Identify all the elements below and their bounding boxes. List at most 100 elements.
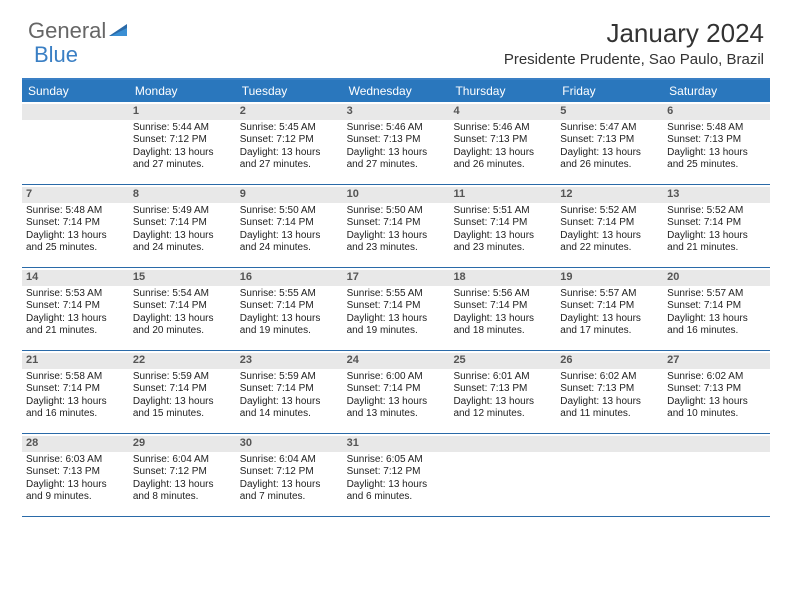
day-number-bar: 25 bbox=[449, 353, 556, 369]
day-number-bar: 17 bbox=[343, 270, 450, 286]
daylight-line: Daylight: 13 hours and 26 minutes. bbox=[560, 147, 659, 172]
sunset-line: Sunset: 7:14 PM bbox=[667, 300, 766, 313]
day-cell: 7Sunrise: 5:48 AMSunset: 7:14 PMDaylight… bbox=[22, 185, 129, 267]
sunset-line: Sunset: 7:13 PM bbox=[453, 134, 552, 147]
sunrise-line: Sunrise: 5:47 AM bbox=[560, 122, 659, 135]
day-cell: 10Sunrise: 5:50 AMSunset: 7:14 PMDayligh… bbox=[343, 185, 450, 267]
daylight-line: Daylight: 13 hours and 23 minutes. bbox=[347, 230, 446, 255]
sunrise-line: Sunrise: 6:01 AM bbox=[453, 371, 552, 384]
sunrise-line: Sunrise: 6:02 AM bbox=[560, 371, 659, 384]
sunset-line: Sunset: 7:13 PM bbox=[667, 383, 766, 396]
sunrise-line: Sunrise: 5:53 AM bbox=[26, 288, 125, 301]
sunset-line: Sunset: 7:14 PM bbox=[240, 383, 339, 396]
day-cell bbox=[22, 102, 129, 184]
daylight-line: Daylight: 13 hours and 27 minutes. bbox=[240, 147, 339, 172]
sunset-line: Sunset: 7:12 PM bbox=[240, 134, 339, 147]
sunset-line: Sunset: 7:13 PM bbox=[667, 134, 766, 147]
day-number-bar: 23 bbox=[236, 353, 343, 369]
sunrise-line: Sunrise: 5:55 AM bbox=[347, 288, 446, 301]
sunrise-line: Sunrise: 6:02 AM bbox=[667, 371, 766, 384]
logo-triangle-icon bbox=[109, 18, 129, 44]
day-cell: 6 Sunrise: 5:48 AMSunset: 7:13 PMDaylight… bbox=[663, 102, 770, 184]
sunrise-line: Sunrise: 5:57 AM bbox=[667, 288, 766, 301]
day-number-bar: 11 bbox=[449, 187, 556, 203]
day-number-bar: 18 bbox=[449, 270, 556, 286]
logo-sub: Blue bbox=[34, 42, 78, 68]
day-number-bar bbox=[449, 436, 556, 452]
sunset-line: Sunset: 7:14 PM bbox=[560, 217, 659, 230]
day-number-bar: 5 bbox=[556, 104, 663, 120]
day-number-bar: 30 bbox=[236, 436, 343, 452]
sunset-line: Sunset: 7:12 PM bbox=[133, 466, 232, 479]
sunset-line: Sunset: 7:13 PM bbox=[26, 466, 125, 479]
sunrise-line: Sunrise: 5:44 AM bbox=[133, 122, 232, 135]
day-number-bar bbox=[556, 436, 663, 452]
daylight-line: Daylight: 13 hours and 11 minutes. bbox=[560, 396, 659, 421]
daylight-line: Daylight: 13 hours and 25 minutes. bbox=[667, 147, 766, 172]
day-number-bar: 1 bbox=[129, 104, 236, 120]
day-number-bar: 19 bbox=[556, 270, 663, 286]
day-number-bar: 3 bbox=[343, 104, 450, 120]
sunrise-line: Sunrise: 5:58 AM bbox=[26, 371, 125, 384]
daylight-line: Daylight: 13 hours and 20 minutes. bbox=[133, 313, 232, 338]
sunrise-line: Sunrise: 5:52 AM bbox=[560, 205, 659, 218]
daylight-line: Daylight: 13 hours and 12 minutes. bbox=[453, 396, 552, 421]
day-number-bar: 14 bbox=[22, 270, 129, 286]
sunrise-line: Sunrise: 5:48 AM bbox=[667, 122, 766, 135]
daylight-line: Daylight: 13 hours and 23 minutes. bbox=[453, 230, 552, 255]
day-cell: 31Sunrise: 6:05 AMSunset: 7:12 PMDayligh… bbox=[343, 434, 450, 516]
sunrise-line: Sunrise: 5:59 AM bbox=[133, 371, 232, 384]
sunset-line: Sunset: 7:14 PM bbox=[26, 300, 125, 313]
daylight-line: Daylight: 13 hours and 18 minutes. bbox=[453, 313, 552, 338]
weekday-friday: Friday bbox=[556, 80, 663, 102]
daylight-line: Daylight: 13 hours and 22 minutes. bbox=[560, 230, 659, 255]
sunset-line: Sunset: 7:14 PM bbox=[347, 383, 446, 396]
day-number-bar: 27 bbox=[663, 353, 770, 369]
weekday-wednesday: Wednesday bbox=[343, 80, 450, 102]
day-cell: 27Sunrise: 6:02 AMSunset: 7:13 PMDayligh… bbox=[663, 351, 770, 433]
sunrise-line: Sunrise: 5:50 AM bbox=[347, 205, 446, 218]
daylight-line: Daylight: 13 hours and 27 minutes. bbox=[347, 147, 446, 172]
sunset-line: Sunset: 7:12 PM bbox=[347, 466, 446, 479]
day-number-bar bbox=[663, 436, 770, 452]
sunrise-line: Sunrise: 6:04 AM bbox=[133, 454, 232, 467]
week-row: 14Sunrise: 5:53 AMSunset: 7:14 PMDayligh… bbox=[22, 268, 770, 351]
sunrise-line: Sunrise: 5:46 AM bbox=[347, 122, 446, 135]
sunset-line: Sunset: 7:13 PM bbox=[453, 383, 552, 396]
daylight-line: Daylight: 13 hours and 21 minutes. bbox=[26, 313, 125, 338]
day-number-bar: 22 bbox=[129, 353, 236, 369]
day-cell: 23Sunrise: 5:59 AMSunset: 7:14 PMDayligh… bbox=[236, 351, 343, 433]
day-number-bar: 7 bbox=[22, 187, 129, 203]
day-number-bar: 10 bbox=[343, 187, 450, 203]
sunrise-line: Sunrise: 5:45 AM bbox=[240, 122, 339, 135]
sunset-line: Sunset: 7:12 PM bbox=[133, 134, 232, 147]
daylight-line: Daylight: 13 hours and 16 minutes. bbox=[667, 313, 766, 338]
sunrise-line: Sunrise: 5:49 AM bbox=[133, 205, 232, 218]
week-row: 7Sunrise: 5:48 AMSunset: 7:14 PMDaylight… bbox=[22, 185, 770, 268]
sunrise-line: Sunrise: 5:57 AM bbox=[560, 288, 659, 301]
day-cell: 9Sunrise: 5:50 AMSunset: 7:14 PMDaylight… bbox=[236, 185, 343, 267]
day-number-bar: 2 bbox=[236, 104, 343, 120]
sunset-line: Sunset: 7:13 PM bbox=[347, 134, 446, 147]
day-cell: 20Sunrise: 5:57 AMSunset: 7:14 PMDayligh… bbox=[663, 268, 770, 350]
daylight-line: Daylight: 13 hours and 26 minutes. bbox=[453, 147, 552, 172]
daylight-line: Daylight: 13 hours and 13 minutes. bbox=[347, 396, 446, 421]
day-cell: 15Sunrise: 5:54 AMSunset: 7:14 PMDayligh… bbox=[129, 268, 236, 350]
daylight-line: Daylight: 13 hours and 15 minutes. bbox=[133, 396, 232, 421]
sunrise-line: Sunrise: 5:56 AM bbox=[453, 288, 552, 301]
day-cell: 22Sunrise: 5:59 AMSunset: 7:14 PMDayligh… bbox=[129, 351, 236, 433]
day-cell: 17Sunrise: 5:55 AMSunset: 7:14 PMDayligh… bbox=[343, 268, 450, 350]
sunrise-line: Sunrise: 5:46 AM bbox=[453, 122, 552, 135]
day-number-bar: 4 bbox=[449, 104, 556, 120]
day-number-bar: 21 bbox=[22, 353, 129, 369]
day-number-bar: 6 bbox=[663, 104, 770, 120]
day-number-bar: 26 bbox=[556, 353, 663, 369]
daylight-line: Daylight: 13 hours and 21 minutes. bbox=[667, 230, 766, 255]
weekday-header: SundayMondayTuesdayWednesdayThursdayFrid… bbox=[22, 80, 770, 102]
daylight-line: Daylight: 13 hours and 9 minutes. bbox=[26, 479, 125, 504]
day-number-bar: 8 bbox=[129, 187, 236, 203]
sunset-line: Sunset: 7:14 PM bbox=[133, 300, 232, 313]
sunrise-line: Sunrise: 5:50 AM bbox=[240, 205, 339, 218]
daylight-line: Daylight: 13 hours and 25 minutes. bbox=[26, 230, 125, 255]
sunrise-line: Sunrise: 6:05 AM bbox=[347, 454, 446, 467]
